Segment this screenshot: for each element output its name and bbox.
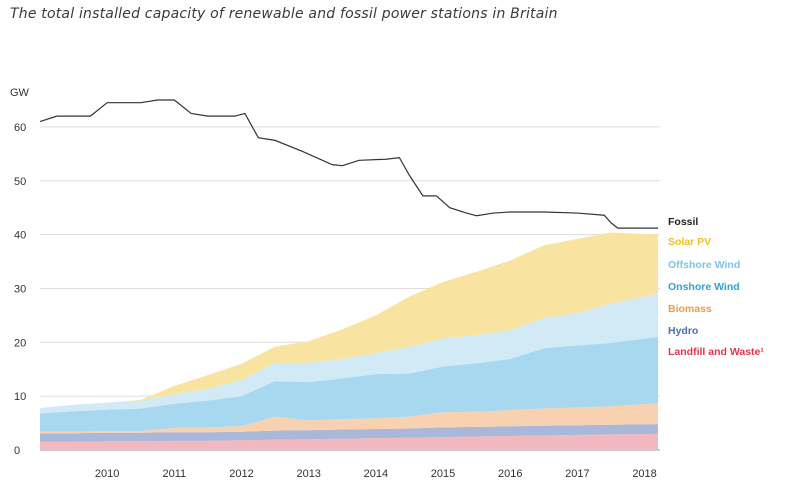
legend-solar-pv: Solar PV [668,236,711,248]
legend-landfill-and-waste: Landfill and Waste¹ [668,346,764,358]
x-tick-label: 2017 [565,468,589,480]
y-tick-label: 30 [14,283,26,295]
x-tick-label: 2011 [163,468,187,480]
y-tick-label: 0 [14,445,20,457]
fossil-series [39,99,658,229]
x-tick-label: 2016 [498,468,522,480]
area-biomass [40,403,658,434]
y-tick-label: 50 [14,176,26,188]
legend-hydro: Hydro [668,325,698,337]
legend-offshore-wind: Offshore Wind [668,259,740,271]
y-tick-label: 60 [14,122,26,134]
legend-biomass: Biomass [668,303,712,315]
y-tick-labels: 0 10 20 30 40 50 60 [14,122,26,457]
y-axis-label: GW [10,87,30,99]
chart-title: The total installed capacity of renewabl… [10,6,558,22]
fossil-line [39,99,658,229]
legend-fossil: Fossil [668,216,698,228]
x-tick-label: 2013 [296,468,320,480]
area-solar-pv [40,232,658,408]
area-series [40,232,658,450]
area-landfill-and-waste [40,433,658,450]
x-tick-labels: 2010 2011 2012 2013 2014 2015 2016 2017 2018 [95,468,657,480]
axes: GW [10,87,30,99]
area-onshore-wind [40,336,658,432]
y-tick-label: 10 [14,391,26,403]
y-tick-label: 40 [14,230,26,242]
legend: Fossil Solar PV Offshore Wind Onshore Wind B… [668,216,764,358]
x-tick-label: 2018 [632,468,656,480]
x-tick-label: 2012 [229,468,253,480]
x-tick-label: 2015 [431,468,455,480]
x-tick-label: 2010 [95,468,119,480]
y-tick-label: 20 [14,337,26,349]
legend-onshore-wind: Onshore Wind [668,281,740,293]
area-hydro [40,424,658,442]
x-tick-label: 2014 [364,468,388,480]
